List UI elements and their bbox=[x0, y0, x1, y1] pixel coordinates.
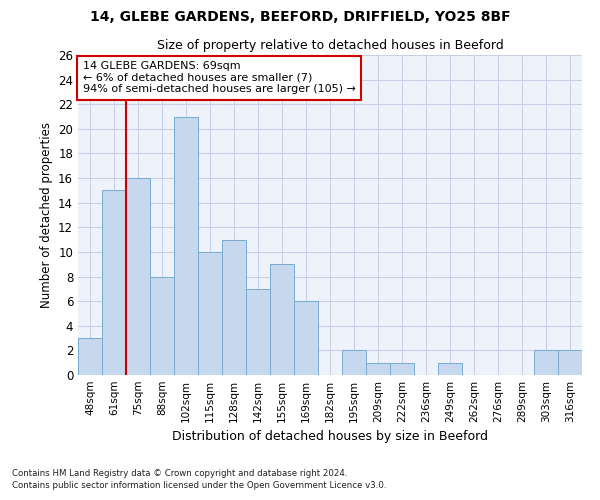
Bar bbox=[198, 252, 222, 375]
Text: Contains HM Land Registry data © Crown copyright and database right 2024.
Contai: Contains HM Land Registry data © Crown c… bbox=[12, 468, 386, 490]
Bar bbox=[366, 362, 390, 375]
Bar bbox=[246, 289, 270, 375]
Bar bbox=[150, 276, 174, 375]
Bar bbox=[558, 350, 582, 375]
Bar bbox=[102, 190, 126, 375]
Bar bbox=[438, 362, 462, 375]
Bar bbox=[390, 362, 414, 375]
Bar bbox=[534, 350, 558, 375]
Text: 14, GLEBE GARDENS, BEEFORD, DRIFFIELD, YO25 8BF: 14, GLEBE GARDENS, BEEFORD, DRIFFIELD, Y… bbox=[89, 10, 511, 24]
Bar bbox=[342, 350, 366, 375]
Bar bbox=[126, 178, 150, 375]
Bar bbox=[270, 264, 294, 375]
Text: 14 GLEBE GARDENS: 69sqm
← 6% of detached houses are smaller (7)
94% of semi-deta: 14 GLEBE GARDENS: 69sqm ← 6% of detached… bbox=[83, 61, 356, 94]
X-axis label: Distribution of detached houses by size in Beeford: Distribution of detached houses by size … bbox=[172, 430, 488, 444]
Y-axis label: Number of detached properties: Number of detached properties bbox=[40, 122, 53, 308]
Bar bbox=[78, 338, 102, 375]
Title: Size of property relative to detached houses in Beeford: Size of property relative to detached ho… bbox=[157, 40, 503, 52]
Bar bbox=[222, 240, 246, 375]
Bar bbox=[174, 116, 198, 375]
Bar bbox=[294, 301, 318, 375]
